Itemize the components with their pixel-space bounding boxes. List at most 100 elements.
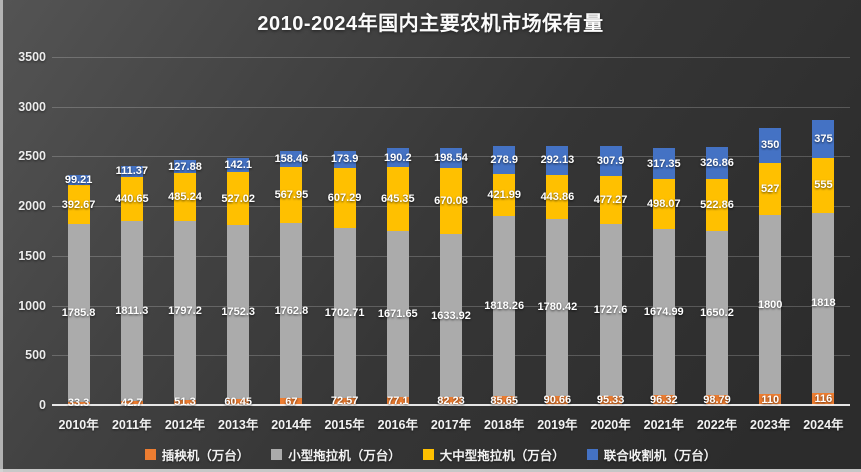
legend-swatch-icon	[422, 449, 434, 460]
bar-value-label: 1650.2	[700, 307, 734, 320]
gridline-3500	[52, 57, 850, 58]
bar-value-label: 116	[814, 393, 833, 406]
bar-value-label: 1633.92	[431, 309, 471, 322]
legend-label: 小型拖拉机（万台）	[288, 449, 401, 463]
legend-label: 插秧机（万台）	[161, 449, 250, 463]
bar-segment	[440, 234, 462, 397]
bar-segment	[652, 395, 675, 405]
bar-value-label: 645.35	[380, 193, 415, 206]
bar-value-label: 1797.2	[168, 304, 202, 317]
bar-value-label: 307.9	[596, 154, 625, 167]
bar-value-label: 98.79	[703, 394, 731, 407]
bar-value-label: 375	[814, 132, 833, 145]
bar-segment	[652, 147, 675, 180]
bar-segment	[386, 166, 409, 232]
bar-segment	[706, 146, 728, 180]
bar-segment	[386, 148, 409, 167]
y-axis-tick-1000: 1000	[18, 298, 46, 313]
bar-segment	[652, 228, 675, 396]
bar-value-label: 173.9	[330, 153, 359, 166]
photo-edge-left	[0, 0, 3, 472]
bar-segment	[759, 127, 782, 163]
x-axis-category: 2010年	[58, 418, 99, 432]
bar-segment	[759, 162, 782, 216]
bar-segment	[333, 168, 356, 229]
bar-segment	[67, 224, 90, 402]
y-axis-tick-2500: 2500	[18, 149, 46, 164]
bar-segment	[227, 224, 250, 399]
bar-value-label: 42.7	[121, 396, 143, 409]
bar-segment	[120, 400, 143, 405]
bar-value-label: 527.02	[221, 192, 256, 205]
bar-value-label: 421.99	[487, 188, 522, 201]
bar-value-label: 485.24	[168, 191, 202, 204]
bar-value-label: 111.37	[115, 165, 149, 178]
x-axis-category: 2011年	[111, 418, 152, 432]
bar-segment	[386, 397, 409, 405]
y-axis-tick-1500: 1500	[18, 248, 46, 263]
bar-value-label: 96.32	[650, 394, 678, 407]
bar-value-label: 1780.42	[537, 301, 578, 314]
bar-segment	[280, 166, 303, 224]
bar-value-label: 1702.71	[324, 307, 365, 320]
bar-value-label: 72.57	[330, 395, 359, 408]
legend-item: 插秧机（万台）	[144, 445, 250, 464]
bar-value-label: 1674.99	[643, 306, 684, 319]
bar-segment	[546, 395, 569, 405]
bar-segment	[599, 223, 622, 396]
bar-value-label: 95.33	[596, 394, 625, 407]
bar-value-label: 110	[761, 393, 780, 406]
bar-value-label: 158.46	[274, 152, 309, 165]
bar-segment	[227, 158, 250, 173]
bar-segment	[67, 401, 90, 405]
bar-value-label: 99.21	[64, 174, 93, 187]
bar-segment	[812, 393, 835, 405]
legend-item: 小型拖拉机（万台）	[271, 445, 401, 464]
bar-segment	[759, 215, 782, 395]
bar-segment	[280, 223, 303, 399]
bar-segment	[812, 212, 835, 394]
bar-segment	[493, 146, 516, 174]
y-axis-tick-500: 500	[25, 348, 46, 363]
bar-value-label: 670.08	[434, 195, 468, 208]
x-axis-category: 2024年	[803, 418, 844, 432]
legend: 插秧机（万台） 小型拖拉机（万台） 大中型拖拉机（万台） 联合收割机（万台）	[0, 445, 861, 464]
x-axis-category: 2019年	[537, 418, 578, 432]
x-axis-category: 2021年	[643, 418, 684, 432]
bar-segment	[333, 397, 356, 405]
bar-segment	[120, 176, 143, 221]
bar-value-label: 1800	[757, 298, 783, 311]
legend-item: 联合收割机（万台）	[586, 445, 717, 464]
bar-value-label: 82.23	[437, 394, 465, 407]
bar-value-label: 278.9	[490, 153, 518, 166]
bar-value-label: 90.66	[543, 394, 572, 407]
bar-segment	[812, 120, 835, 158]
bar-segment	[333, 150, 356, 169]
x-axis-category: 2020年	[590, 418, 631, 432]
legend-swatch-icon	[144, 449, 156, 460]
bar-segment	[67, 175, 90, 186]
x-axis-category: 2016年	[377, 418, 418, 432]
bar-value-label: 77.1	[387, 395, 409, 408]
x-axis-line	[52, 404, 850, 406]
bar-segment	[386, 231, 409, 398]
y-axis-tick-0: 0	[39, 398, 46, 412]
bar-value-label: 522.86	[700, 199, 734, 212]
x-axis-category: 2023年	[750, 418, 791, 432]
legend-swatch-icon	[586, 449, 598, 460]
bar-segment	[440, 167, 462, 235]
bar-value-label: 555	[814, 179, 833, 192]
y-axis-tick-3000: 3000	[18, 99, 46, 114]
photo-edge-bottom	[0, 469, 861, 472]
bar-value-label: 190.2	[384, 151, 412, 164]
bar-segment	[546, 174, 569, 219]
bar-value-label: 1818	[811, 297, 836, 310]
bar-value-label: 51.3	[174, 396, 196, 409]
bar-value-label: 292.13	[540, 154, 575, 167]
legend-label: 联合收割机（万台）	[603, 449, 717, 463]
bar-segment	[67, 185, 90, 225]
bar-segment	[174, 160, 196, 173]
x-axis-category: 2015年	[324, 418, 365, 432]
bar-segment	[546, 218, 569, 396]
